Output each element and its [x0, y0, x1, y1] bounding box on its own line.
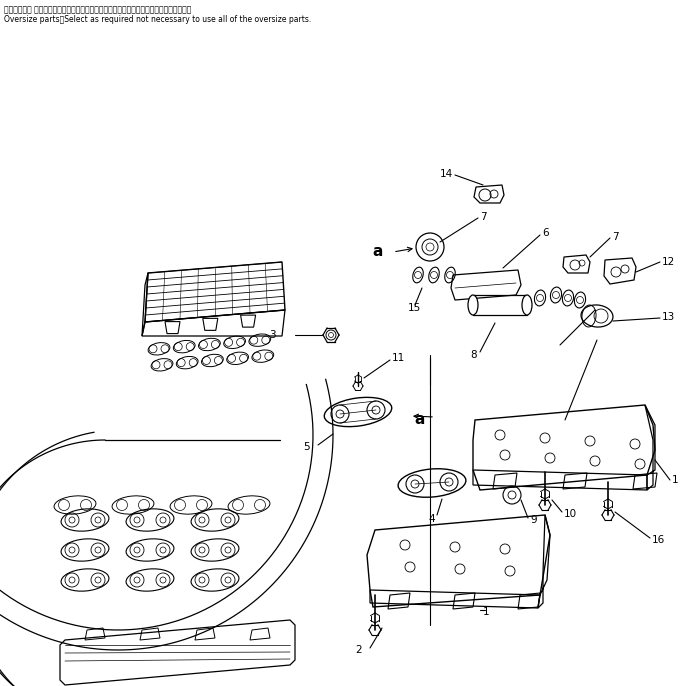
Text: a: a	[415, 412, 425, 427]
Text: 8: 8	[470, 350, 477, 360]
Text: 7: 7	[480, 212, 486, 222]
Text: 7: 7	[612, 232, 619, 242]
Ellipse shape	[522, 295, 532, 315]
Text: 3: 3	[269, 330, 276, 340]
Text: a: a	[373, 244, 383, 259]
Text: 10: 10	[564, 509, 577, 519]
Text: Oversize parts：Select as required not necessary to use all of the oversize parts: Oversize parts：Select as required not ne…	[4, 15, 311, 24]
Text: 15: 15	[408, 303, 421, 313]
Text: 14: 14	[440, 169, 453, 179]
Text: オーバサイズ 部品：全点オーバサイズ部品を使用する必要はなく任意に選定してください: オーバサイズ 部品：全点オーバサイズ部品を使用する必要はなく任意に選定してくださ…	[4, 5, 191, 14]
Text: 6: 6	[542, 228, 549, 238]
Text: 11: 11	[392, 353, 406, 363]
Text: 1: 1	[672, 475, 679, 485]
Text: 1: 1	[483, 607, 490, 617]
Text: 9: 9	[530, 515, 536, 525]
Text: 4: 4	[429, 514, 435, 524]
Text: 5: 5	[303, 442, 310, 452]
Text: 12: 12	[662, 257, 675, 267]
Text: 13: 13	[662, 312, 675, 322]
Ellipse shape	[468, 295, 478, 315]
Text: 16: 16	[652, 535, 665, 545]
Text: 2: 2	[356, 645, 362, 655]
